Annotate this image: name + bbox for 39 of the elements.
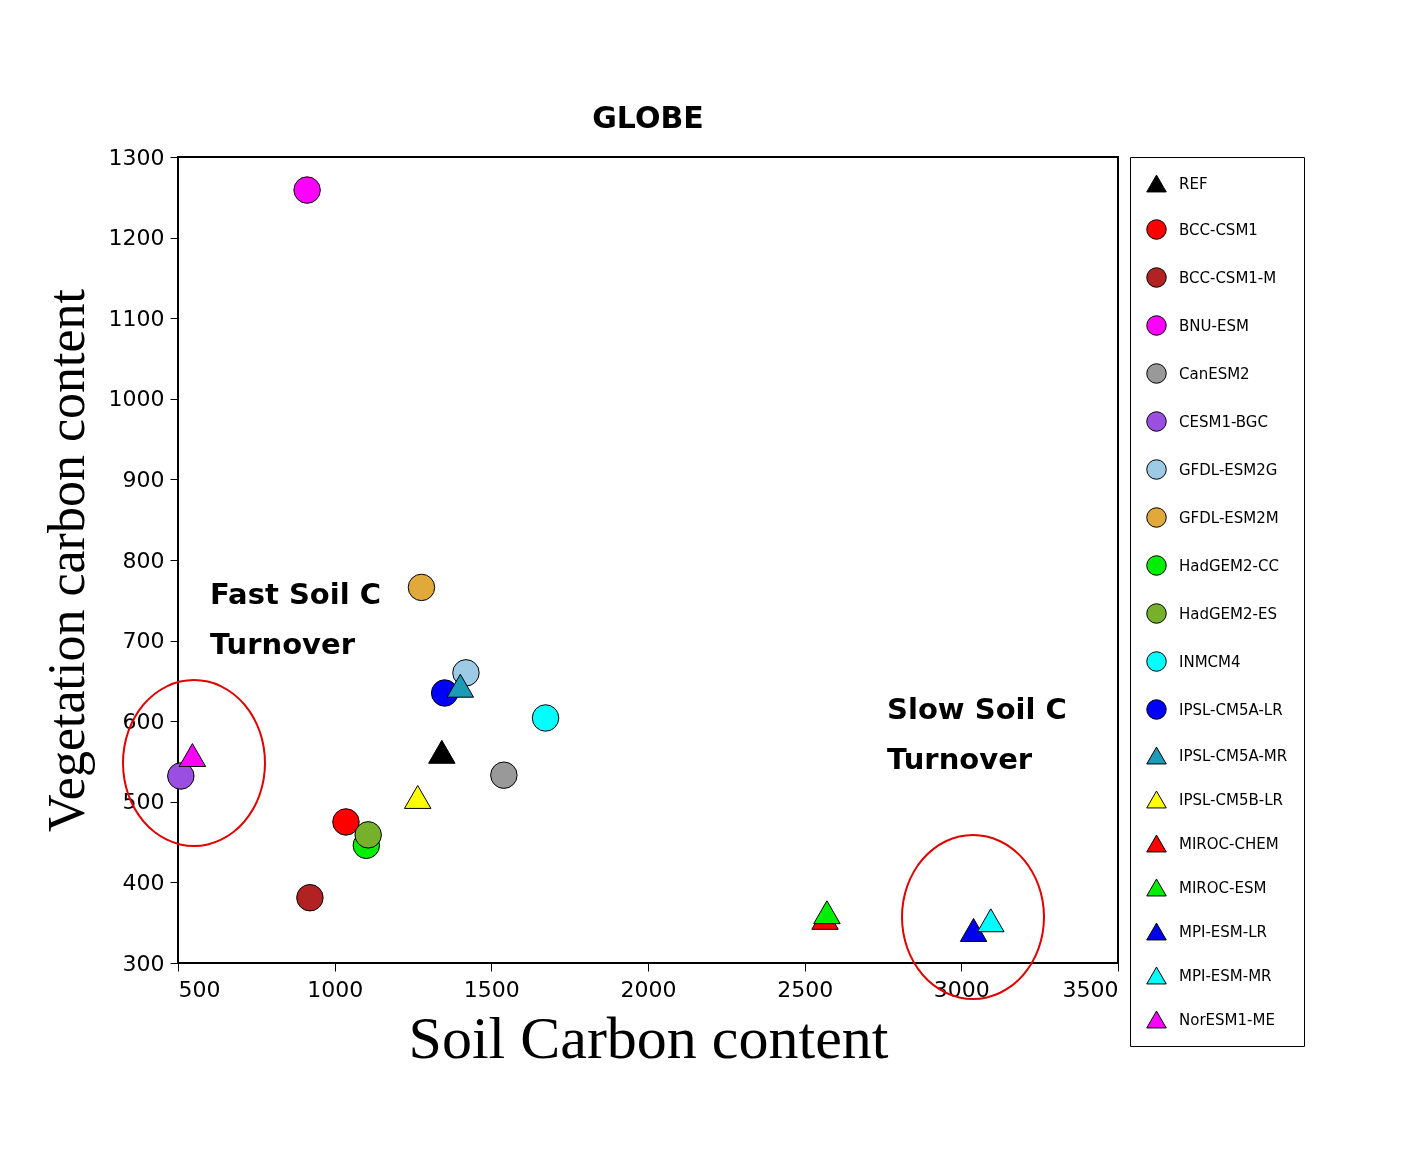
x-tick-label: 2500 xyxy=(777,976,834,1002)
y-tick-label: 700 xyxy=(122,628,165,654)
x-axis-title: Soil Carbon content xyxy=(408,1004,889,1071)
legend-label: IPSL-CM5A-MR xyxy=(1179,746,1288,765)
legend-label: REF xyxy=(1179,174,1208,193)
legend-label: INMCM4 xyxy=(1179,652,1241,671)
x-tick-label: 3500 xyxy=(1062,976,1119,1002)
y-tick-label: 900 xyxy=(122,466,165,492)
y-tick-label: 1100 xyxy=(108,305,165,331)
legend-label: MIROC-ESM xyxy=(1179,878,1267,897)
x-tick-label: 1000 xyxy=(307,976,364,1002)
x-tick-label: 500 xyxy=(178,976,221,1002)
legend-label: CanESM2 xyxy=(1179,364,1250,383)
y-tick-label: 800 xyxy=(122,547,165,573)
y-tick-label: 300 xyxy=(122,950,165,976)
legend-label: CESM1-BGC xyxy=(1179,412,1268,431)
legend-label: BCC-CSM1-M xyxy=(1179,268,1277,287)
legend-label: GFDL-ESM2G xyxy=(1179,460,1278,479)
legend-label: HadGEM2-ES xyxy=(1179,604,1277,623)
annotation: Slow Soil C Turnover xyxy=(887,691,1068,778)
legend-label: IPSL-CM5B-LR xyxy=(1179,790,1283,809)
y-tick-label: 1200 xyxy=(108,225,165,251)
legend-label: HadGEM2-CC xyxy=(1179,556,1279,575)
legend-label: MPI-ESM-MR xyxy=(1179,966,1272,985)
legend-label: NorESM1-ME xyxy=(1179,1010,1275,1029)
legend-label: GFDL-ESM2M xyxy=(1179,508,1279,527)
x-tick-label: 1500 xyxy=(463,976,520,1002)
y-axis-title: Vegetation carbon content xyxy=(37,288,95,832)
legend-label: MPI-ESM-LR xyxy=(1179,922,1267,941)
y-tick-label: 1000 xyxy=(108,386,165,412)
annotation: Fast Soil C Turnover xyxy=(210,576,382,663)
chart-title: GLOBE xyxy=(592,100,704,135)
x-tick-label: 2000 xyxy=(620,976,677,1002)
legend-label: BCC-CSM1 xyxy=(1179,220,1258,239)
y-tick-label: 1300 xyxy=(108,144,165,170)
y-tick-label: 400 xyxy=(122,869,165,895)
legend-label: IPSL-CM5A-LR xyxy=(1179,700,1283,719)
legend-label: BNU-ESM xyxy=(1179,316,1249,335)
legend-label: MIROC-CHEM xyxy=(1179,834,1279,853)
